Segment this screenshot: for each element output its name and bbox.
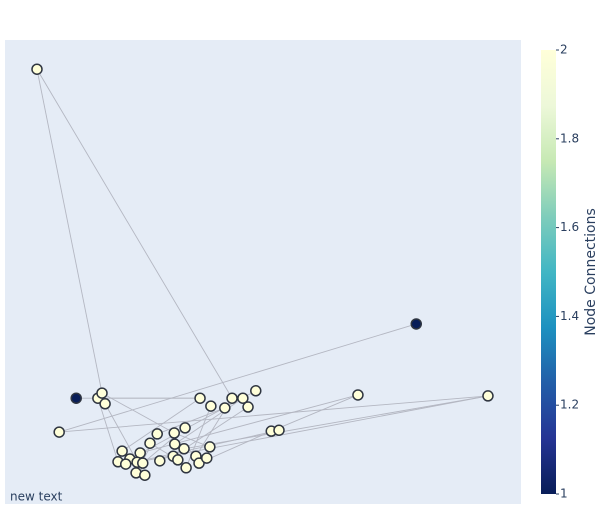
node — [53, 426, 65, 438]
node — [237, 392, 249, 404]
colorbar-tick-label: 1.4 — [560, 309, 579, 323]
node — [139, 469, 151, 481]
colorbar — [541, 50, 556, 494]
node — [119, 458, 132, 470]
colorbar-tick-label: 1 — [560, 487, 568, 501]
node — [169, 438, 181, 450]
node — [201, 452, 213, 464]
node — [204, 441, 216, 453]
edge — [174, 432, 211, 448]
colorbar-tick-label: 2 — [560, 43, 568, 57]
node — [99, 398, 111, 410]
node — [172, 454, 184, 466]
node — [205, 400, 217, 412]
node — [194, 392, 206, 404]
edge — [101, 392, 175, 434]
colorbar-tick-label: 1.2 — [560, 398, 579, 412]
node — [180, 462, 192, 474]
node — [151, 428, 163, 440]
node — [219, 402, 231, 414]
node — [144, 437, 156, 449]
colorbar-tick-label: 1.8 — [560, 131, 579, 145]
node — [250, 385, 262, 397]
node — [154, 455, 166, 467]
edge — [125, 429, 280, 465]
edge — [185, 405, 212, 468]
node — [410, 318, 423, 330]
node — [226, 392, 238, 404]
node — [137, 457, 149, 469]
plot-area — [5, 40, 521, 504]
node — [193, 457, 205, 469]
colorbar-title: Node Connections — [583, 208, 599, 336]
edge — [59, 395, 489, 433]
edge — [36, 69, 103, 394]
node — [352, 389, 364, 401]
node — [242, 401, 254, 413]
annotation: new text — [10, 490, 63, 504]
node — [96, 387, 108, 399]
edge — [121, 397, 201, 452]
node — [179, 422, 191, 434]
edge — [174, 397, 244, 445]
node — [116, 445, 128, 457]
node — [482, 390, 494, 402]
node — [168, 427, 180, 439]
node — [134, 447, 146, 459]
node — [178, 443, 190, 455]
colorbar-tick-label: 1.6 — [560, 220, 579, 234]
node — [31, 63, 43, 75]
edge — [157, 407, 225, 435]
node — [273, 424, 285, 436]
edge — [271, 394, 359, 432]
edge — [97, 398, 119, 462]
node — [70, 392, 82, 404]
edge — [59, 323, 417, 433]
edge — [36, 69, 233, 399]
